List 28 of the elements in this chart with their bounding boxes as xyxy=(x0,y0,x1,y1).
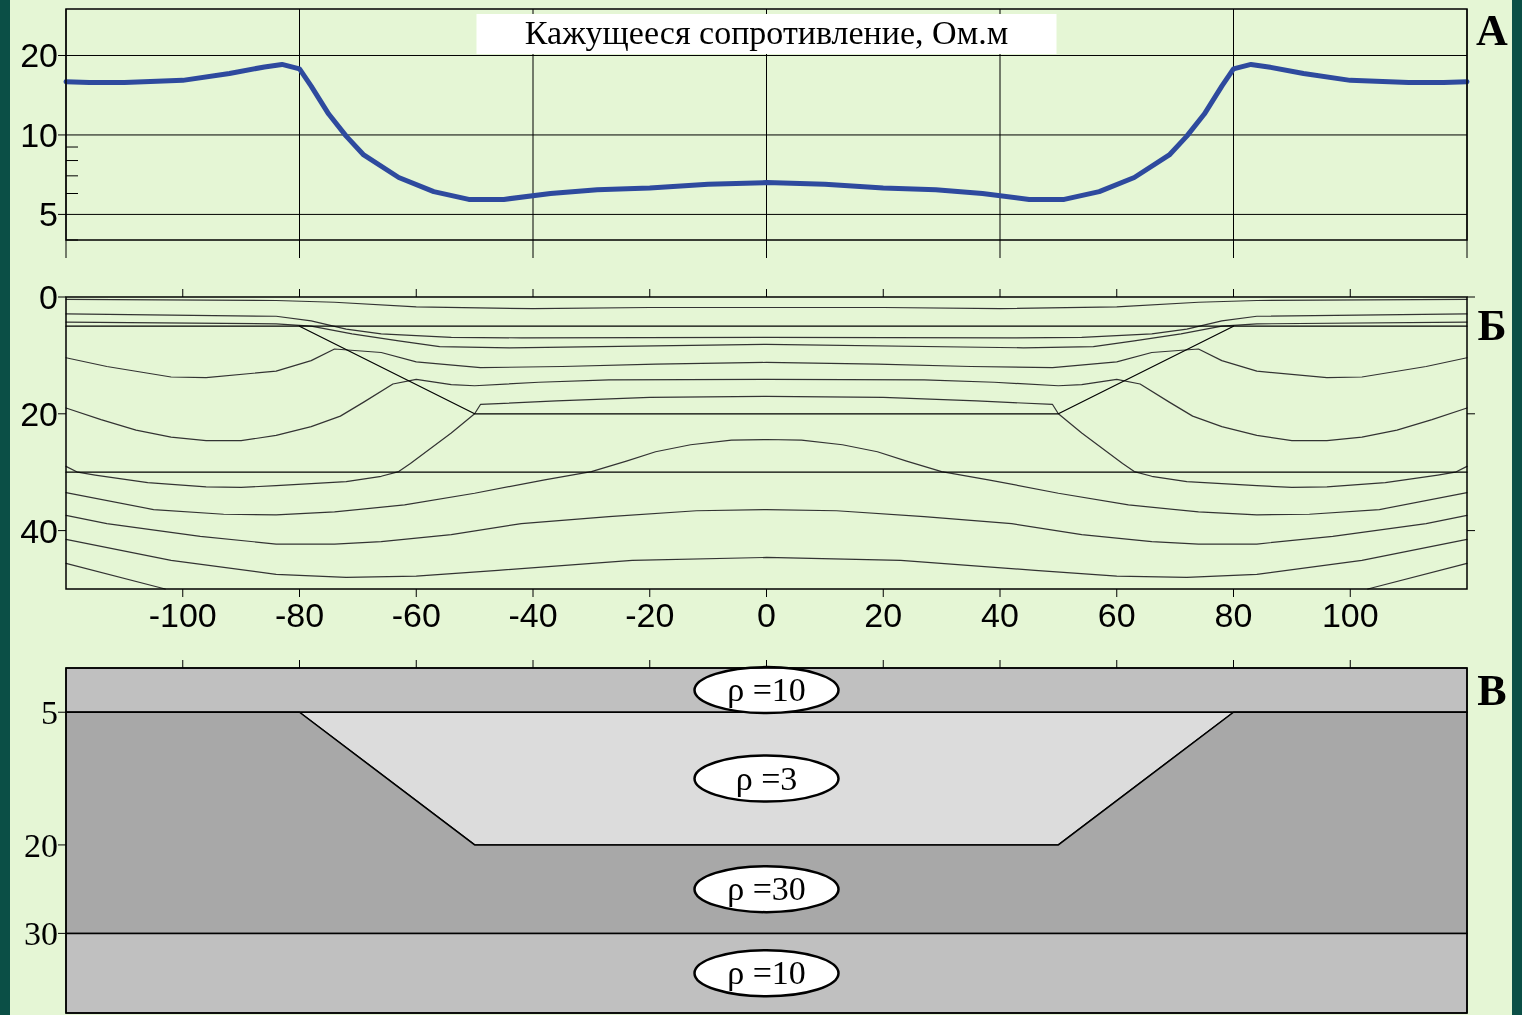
series-label: ρ =30 xyxy=(727,870,806,908)
text: Б xyxy=(1477,301,1507,350)
x-tick-label: -100 xyxy=(148,596,217,634)
x-tick-label: 60 xyxy=(1097,596,1136,634)
text: В xyxy=(1477,666,1507,715)
y-tick-label: 20 xyxy=(24,826,58,864)
x-tick-label: 20 xyxy=(864,596,903,634)
y-tick-label: 30 xyxy=(24,915,58,953)
chart-title: Кажущееся сопротивление, Ом.м xyxy=(524,14,1009,51)
text: А xyxy=(1476,6,1509,55)
y-tick-label: 20 xyxy=(20,394,58,433)
x-tick-label: 80 xyxy=(1214,596,1253,634)
x-tick-label: 40 xyxy=(981,596,1019,634)
series-label: ρ =3 xyxy=(735,759,798,797)
x-tick-label: 0 xyxy=(757,596,776,634)
y-tick-label: 40 xyxy=(20,511,58,550)
y-tick-label: 5 xyxy=(41,694,58,732)
y-tick-label: 5 xyxy=(39,195,58,234)
series-label: ρ =10 xyxy=(727,954,806,992)
x-tick-label: -40 xyxy=(508,596,558,634)
y-tick-label: 0 xyxy=(39,278,58,316)
y-tick-label: 10 xyxy=(20,115,58,154)
x-tick-label: -60 xyxy=(391,596,441,634)
x-tick-label: -80 xyxy=(274,596,325,634)
x-tick-label: -20 xyxy=(625,596,675,634)
legend-label: ρ =10 xyxy=(727,671,806,709)
x-tick-label: 100 xyxy=(1321,596,1379,634)
y-tick-label: 20 xyxy=(20,36,58,75)
